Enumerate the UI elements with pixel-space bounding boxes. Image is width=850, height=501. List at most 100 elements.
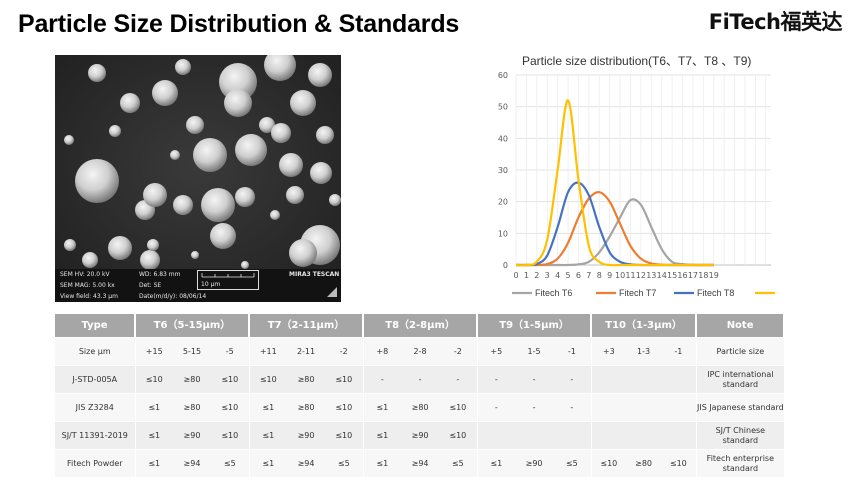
sem-scale-bar: 10 µm xyxy=(197,270,259,290)
row-label: J-STD-005A xyxy=(55,365,136,394)
table-cell: -2 xyxy=(325,337,364,366)
table-cell: ≥94 xyxy=(401,449,440,477)
table-row: SJ/T 11391-2019 ≤1 ≥90 ≤10 ≤1 ≥90 ≤10 ≤1 ≥90 ≤10 S… xyxy=(55,421,785,450)
row-label: JIS Z3284 xyxy=(55,393,136,422)
header-t8: T8（2-8μm） xyxy=(363,314,479,338)
sem-brand-text: MIRA3 TESCAN xyxy=(289,271,340,278)
table-cell: ≤1 xyxy=(249,449,288,477)
table-cell: ≤1 xyxy=(135,421,173,450)
table-cell: ≤1 xyxy=(363,421,402,450)
header-t7: T7（2-11μm） xyxy=(249,314,365,338)
table-cell: - xyxy=(553,393,592,422)
x-tick-label: 1 xyxy=(524,271,529,280)
table-cell xyxy=(591,421,627,450)
x-tick-label: 4 xyxy=(555,271,560,280)
tescan-icon xyxy=(327,287,337,297)
table-cell: -2 xyxy=(439,337,478,366)
series-line-fitech-t6 xyxy=(516,198,714,267)
header-note: Note xyxy=(696,314,786,338)
table-cell: +15 xyxy=(135,337,173,366)
table-cell xyxy=(626,421,662,450)
sem-date-text: Date(m/d/y): 08/06/14 xyxy=(139,293,207,300)
header-t10: T10（1-3μm） xyxy=(591,314,698,338)
table-cell: - xyxy=(515,393,554,422)
table-cell: ≥90 xyxy=(515,449,554,477)
table-cell: ≤1 xyxy=(249,393,288,422)
table-row: Size μm +15 5-15 -5 +11 2-11 -2 +8 2-8 -2 +5 1-5 -1 +… xyxy=(55,337,785,366)
row-label: Fitech Powder xyxy=(55,449,136,477)
table-cell: ≥80 xyxy=(173,365,211,394)
table-cell: ≥80 xyxy=(173,393,211,422)
row-note: JIS Japanese standard xyxy=(696,393,785,422)
x-tick-label: 16 xyxy=(677,271,687,280)
table-cell: 5-15 xyxy=(173,337,211,366)
y-tick-label: 30 xyxy=(498,166,508,175)
x-tick-label: 8 xyxy=(597,271,602,280)
y-tick-label: 40 xyxy=(498,134,508,143)
table-cell: - xyxy=(515,365,554,394)
page-title: Particle Size Distribution & Standards xyxy=(18,10,460,38)
y-tick-label: 60 xyxy=(498,71,508,80)
legend-label: Fitech T6 xyxy=(535,288,572,298)
row-note: Particle size xyxy=(696,337,785,366)
y-tick-label: 50 xyxy=(498,103,508,112)
table-cell: ≥90 xyxy=(287,421,326,450)
table-cell: ≤1 xyxy=(477,449,516,477)
sem-hv-text: SEM HV: 20.0 kV xyxy=(60,271,110,278)
table-cell: ≤10 xyxy=(135,365,173,394)
row-label: Size μm xyxy=(55,337,136,366)
table-cell: ≤5 xyxy=(553,449,592,477)
table-cell: 1-5 xyxy=(515,337,554,366)
row-note: IPC international standard xyxy=(696,365,785,394)
table-cell xyxy=(661,393,697,422)
row-note: SJ/T Chinese standard xyxy=(696,421,785,450)
table-cell: ≥90 xyxy=(401,421,440,450)
table-cell: ≤1 xyxy=(249,421,288,450)
table-cell: ≤5 xyxy=(211,449,250,477)
table-cell: ≥80 xyxy=(626,449,662,477)
table-cell: +3 xyxy=(591,337,627,366)
table-header-row: Type T6（5-15μm） T7（2-11μm） T8（2-8μm） T9（… xyxy=(55,314,786,338)
x-tick-label: 3 xyxy=(545,271,550,280)
table-cell: - xyxy=(553,365,592,394)
row-label: SJ/T 11391-2019 xyxy=(55,421,136,450)
x-tick-label: 12 xyxy=(636,271,646,280)
table-cell xyxy=(515,421,554,450)
table-cell xyxy=(626,365,662,394)
legend-label: Fitech T8 xyxy=(697,288,734,298)
sem-particles-image xyxy=(55,55,341,302)
table-cell: -1 xyxy=(661,337,697,366)
table-row: Fitech Powder ≤1 ≥94 ≤5 ≤1 ≥94 ≤5 ≤1 ≥94 ≤5 ≤1 ≥90 ≤… xyxy=(55,449,785,477)
table-row: J-STD-005A ≤10 ≥80 ≤10 ≤10 ≥80 ≤10- - - - - - IPC in… xyxy=(55,365,785,394)
table-cell: +5 xyxy=(477,337,516,366)
table-cell: ≤1 xyxy=(363,393,402,422)
table-cell: ≤10 xyxy=(211,421,250,450)
sem-wd-text: WD: 6.83 mm xyxy=(139,271,181,278)
x-tick-label: 14 xyxy=(657,271,667,280)
table-cell xyxy=(591,365,627,394)
table-cell: ≤10 xyxy=(325,365,364,394)
table-cell: 2-11 xyxy=(287,337,326,366)
table-cell: ≤10 xyxy=(249,365,288,394)
sem-det-text: Det: SE xyxy=(139,282,162,289)
y-tick-label: 10 xyxy=(498,229,508,238)
header-t9: T9（1-5μm） xyxy=(477,314,593,338)
table-cell: - xyxy=(439,365,478,394)
header-type: Type xyxy=(55,314,136,338)
table-cell: ≥80 xyxy=(287,365,326,394)
table-cell: - xyxy=(401,365,440,394)
table-cell xyxy=(626,393,662,422)
table-cell: +11 xyxy=(249,337,288,366)
table-cell: ≤1 xyxy=(135,449,173,477)
table-cell: ≥94 xyxy=(173,449,211,477)
table-cell: -1 xyxy=(553,337,592,366)
table-cell: ≤5 xyxy=(325,449,364,477)
sem-info-bar: SEM HV: 20.0 kV WD: 6.83 mm SEM MAG: 5.0… xyxy=(55,269,341,302)
x-tick-label: 10 xyxy=(615,271,625,280)
row-note: Fitech enterprise standard xyxy=(696,449,785,477)
table-cell: ≤5 xyxy=(439,449,478,477)
table-cell: ≥80 xyxy=(287,393,326,422)
table-cell: +8 xyxy=(363,337,402,366)
table-cell: ≤10 xyxy=(661,449,697,477)
table-cell: -5 xyxy=(211,337,250,366)
